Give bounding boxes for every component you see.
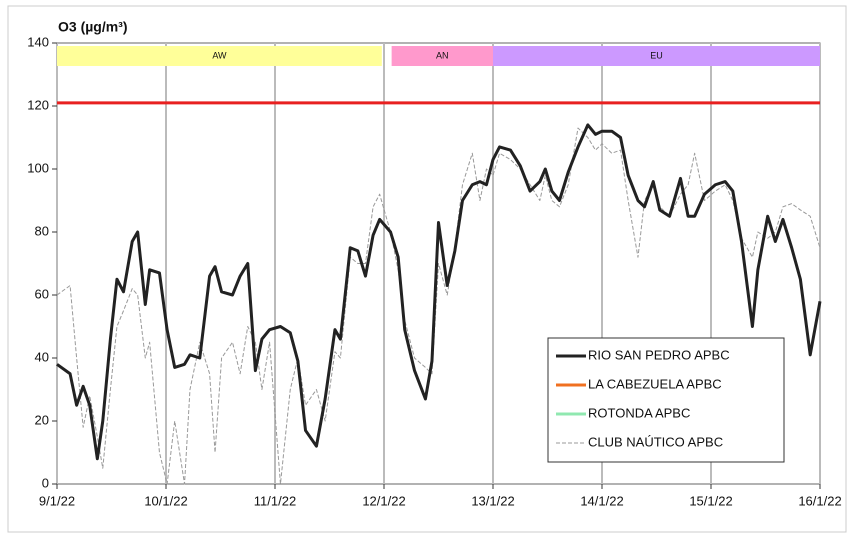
x-tick-label: 13/1/22 bbox=[471, 493, 514, 508]
y-tick-label: 60 bbox=[35, 286, 49, 301]
period-band bbox=[57, 46, 382, 66]
x-tick-label: 15/1/22 bbox=[689, 493, 732, 508]
y-tick-label: 120 bbox=[27, 97, 49, 112]
x-tick-label: 16/1/22 bbox=[798, 493, 841, 508]
x-tick-label: 10/1/22 bbox=[144, 493, 187, 508]
period-label: EU bbox=[650, 50, 663, 60]
x-tick-label: 14/1/22 bbox=[580, 493, 623, 508]
y-tick-label: 20 bbox=[35, 412, 49, 427]
x-tick-label: 12/1/22 bbox=[362, 493, 405, 508]
y-tick-label: 0 bbox=[42, 475, 49, 490]
legend-label: CLUB NAÚTICO APBC bbox=[588, 434, 723, 449]
x-tick-label: 9/1/22 bbox=[39, 493, 75, 508]
legend-label: RIO SAN PEDRO APBC bbox=[588, 347, 730, 362]
chart-title: O3 (µg/m³) bbox=[58, 19, 128, 35]
legend-label: LA CABEZUELA APBC bbox=[588, 376, 722, 391]
x-tick-label: 11/1/22 bbox=[254, 493, 296, 508]
series-line bbox=[56, 123, 822, 461]
legend-label: ROTONDA APBC bbox=[588, 405, 690, 420]
y-tick-label: 100 bbox=[27, 160, 49, 175]
period-label: AW bbox=[212, 50, 227, 60]
y-tick-label: 80 bbox=[35, 223, 49, 238]
period-band bbox=[391, 46, 493, 66]
period-band bbox=[493, 46, 820, 66]
series-line bbox=[56, 127, 821, 485]
legend bbox=[547, 337, 785, 463]
y-tick-label: 40 bbox=[35, 349, 49, 364]
y-tick-label: 140 bbox=[27, 34, 49, 49]
period-label: AN bbox=[436, 50, 449, 60]
